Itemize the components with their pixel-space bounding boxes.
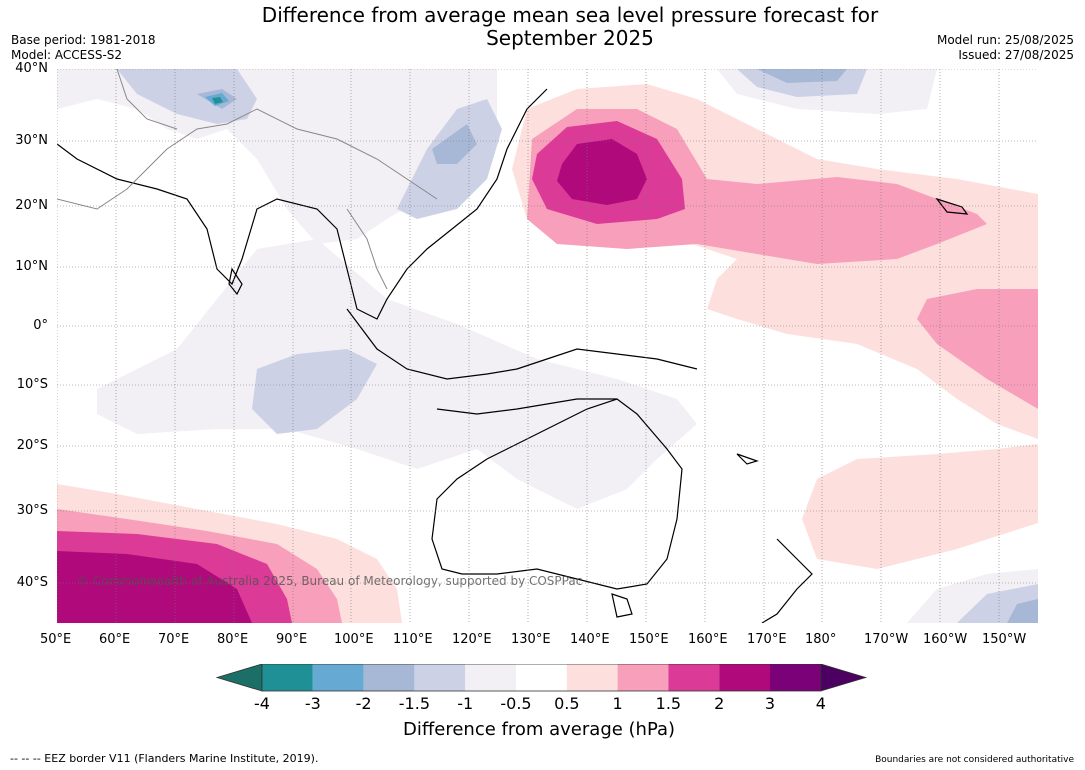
anomaly-region-neg-high bbox=[1007, 599, 1038, 623]
lon-label: 150°W bbox=[982, 632, 1027, 647]
lon-label: 130°E bbox=[511, 632, 551, 647]
colorbar-label: Difference from average (hPa) bbox=[403, 719, 676, 740]
map-svg bbox=[57, 69, 1038, 623]
model-run: Model run: 25/08/2025 bbox=[936, 33, 1074, 47]
lat-label: 40°S bbox=[16, 575, 48, 590]
lon-label: 170°E bbox=[747, 632, 787, 647]
colorbar-tick-label: 1 bbox=[612, 694, 623, 713]
colorbar-segment bbox=[414, 664, 466, 691]
colorbar-segment bbox=[363, 664, 415, 691]
anomaly-region-pos-peak bbox=[57, 551, 252, 623]
title-line-2: September 2025 bbox=[486, 26, 654, 50]
colorbar-segment bbox=[312, 664, 364, 691]
lon-label: 100°E bbox=[334, 632, 374, 647]
graticule bbox=[57, 69, 1038, 623]
anomaly-region-neg-mid bbox=[117, 69, 257, 124]
colorbar-tick-label: 2 bbox=[714, 694, 725, 713]
coastlines bbox=[57, 88, 969, 623]
colorbar-tick-label: -4 bbox=[254, 694, 270, 713]
lon-label: 90°E bbox=[276, 632, 308, 647]
lon-label: 160°E bbox=[688, 632, 728, 647]
colorbar-tick-label: 0.5 bbox=[554, 694, 580, 713]
colorbar-tick-label: -0.5 bbox=[500, 694, 532, 713]
anomaly-region-pos-mid bbox=[917, 289, 1038, 409]
lon-label: 140°E bbox=[570, 632, 610, 647]
lon-label: 150°E bbox=[629, 632, 669, 647]
lat-label: 20°N bbox=[15, 198, 48, 213]
map-area bbox=[57, 69, 1038, 623]
colorbar-tick-label: -1 bbox=[457, 694, 474, 713]
lat-label: 0° bbox=[33, 318, 48, 333]
colorbar-segment bbox=[465, 664, 516, 691]
colorbar-segment bbox=[566, 664, 618, 691]
lat-label: 10°S bbox=[16, 377, 48, 392]
colorbar bbox=[215, 664, 868, 692]
title-line-1: Difference from average mean sea level p… bbox=[261, 3, 879, 27]
lon-label: 70°E bbox=[158, 632, 190, 647]
colorbar-tick-label: -1.5 bbox=[398, 694, 430, 713]
anomaly-region-neg-high bbox=[432, 124, 477, 164]
meta-right: Model run: 25/08/2025 Issued: 27/08/2025 bbox=[937, 33, 1074, 63]
colorbar-tick-label: 1.5 bbox=[655, 694, 682, 713]
colorbar-min-arrow bbox=[215, 664, 263, 692]
anomaly-region-pos-peak bbox=[557, 139, 647, 205]
lon-label: 80°E bbox=[217, 632, 249, 647]
copyright-text: © Commonwealth of Australia 2025, Bureau… bbox=[77, 574, 583, 588]
boundaries-disclaimer: Boundaries are not considered authoritat… bbox=[875, 755, 1074, 765]
issued-date: Issued: 27/08/2025 bbox=[958, 48, 1074, 62]
anomaly-region-neg-low bbox=[57, 69, 497, 244]
anomaly-region-neg-peak bbox=[212, 97, 223, 104]
lon-label: 50°E bbox=[40, 632, 72, 647]
lat-label: 30°S bbox=[16, 503, 48, 518]
lon-label: 180° bbox=[805, 632, 837, 647]
lon-label: 120°E bbox=[452, 632, 492, 647]
lon-label: 160°W bbox=[923, 632, 968, 647]
colorbar-tick-label: 4 bbox=[815, 694, 826, 713]
lat-label: 30°N bbox=[15, 133, 48, 148]
anomaly-region-pos-low bbox=[802, 444, 1038, 569]
colorbar-segment bbox=[516, 664, 567, 691]
base-period: Base period: 1981-2018 bbox=[11, 33, 156, 47]
anomaly-region-neg-high bbox=[757, 69, 847, 83]
lon-label: 110°E bbox=[393, 632, 433, 647]
chart-title: Difference from average mean sea level p… bbox=[0, 4, 1085, 50]
lat-label: 20°S bbox=[16, 438, 48, 453]
lat-label: 10°N bbox=[15, 259, 48, 274]
colorbar-segment bbox=[617, 664, 669, 691]
colorbar-max-arrow bbox=[820, 664, 868, 692]
anomaly-region-neg-low bbox=[97, 239, 697, 509]
colorbar-segment bbox=[719, 664, 770, 691]
lon-label: 60°E bbox=[99, 632, 131, 647]
meta-left: Base period: 1981-2018 Model: ACCESS-S2 bbox=[11, 33, 156, 63]
lat-label: 40°N bbox=[15, 61, 48, 76]
colorbar-segment bbox=[668, 664, 720, 691]
anomaly-region-neg-mid bbox=[252, 349, 377, 434]
colorbar-tick-label: -3 bbox=[304, 694, 321, 713]
colorbar-tick-label: 3 bbox=[764, 694, 776, 713]
country-borders bbox=[57, 69, 438, 290]
model-name: Model: ACCESS-S2 bbox=[11, 48, 123, 62]
colorbar-segment bbox=[770, 664, 821, 691]
colorbar-tick-label: -2 bbox=[355, 694, 372, 713]
colorbar-segment bbox=[262, 664, 313, 691]
lon-label: 170°W bbox=[864, 632, 909, 647]
eez-border-note: -- -- -- EEZ border V11 (Flanders Marine… bbox=[10, 752, 319, 765]
